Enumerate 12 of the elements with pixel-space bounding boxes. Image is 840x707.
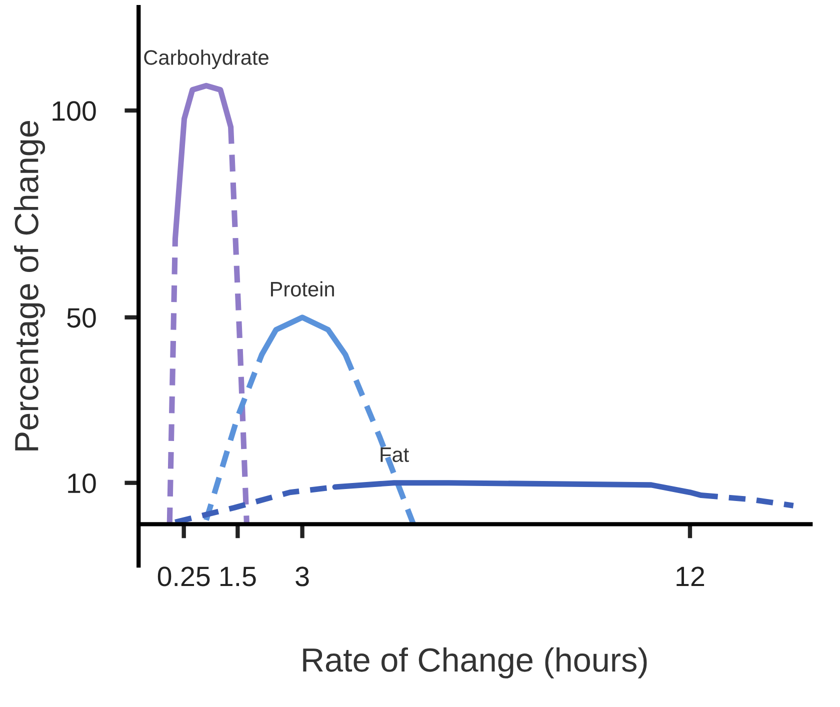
series-label: Protein (271, 281, 334, 297)
x-tick-label: 0.25 (158, 566, 210, 586)
y-tick-label: 50 (67, 308, 96, 328)
x-tick-label: 3 (296, 566, 309, 586)
y-tick-label: 100 (52, 101, 96, 121)
x-tick-label: 12 (676, 566, 704, 586)
x-axis-title: Rate of Change (hours) (303, 647, 647, 678)
y-tick-label: 10 (68, 474, 96, 494)
x-tick-label: 1.5 (220, 566, 256, 586)
series-label: Fat (380, 448, 409, 462)
y-axis-title: Percentage of Change (14, 121, 46, 450)
series-label: Carbohydrate (144, 50, 268, 70)
